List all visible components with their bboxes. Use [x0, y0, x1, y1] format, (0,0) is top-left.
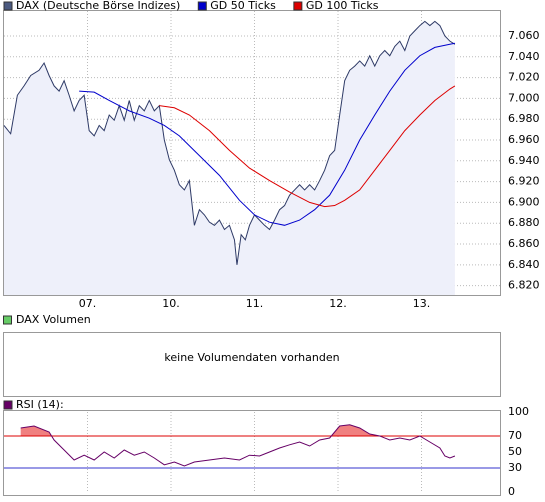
x-tick-label: 07.	[79, 297, 97, 310]
legend-label: DAX (Deutsche Börse Indizes)	[16, 0, 180, 12]
x-tick-label: 13.	[413, 297, 431, 310]
series-line	[20, 424, 456, 467]
legend-swatch	[293, 1, 303, 11]
volume-label: DAX Volumen	[16, 313, 91, 326]
y-tick-label: 6.880	[508, 216, 540, 229]
y-tick-label: 6.860	[508, 237, 540, 250]
series-line	[3, 20, 456, 265]
volume-message: keine Volumendaten vorhanden	[164, 351, 339, 364]
y-tick-label: 6.820	[508, 279, 540, 292]
legend-label: GD 50 Ticks	[210, 0, 276, 12]
y-tick-label: 7.060	[508, 29, 540, 42]
y-tick-label: 6.980	[508, 112, 540, 125]
x-tick-label: 10.	[162, 297, 180, 310]
legend-label: RSI (14):	[16, 398, 64, 411]
x-tick-label: 12.	[329, 297, 347, 310]
y-tick-label: 6.940	[508, 154, 540, 167]
area	[4, 21, 455, 296]
y-tick-label: 6.960	[508, 133, 540, 146]
legend-swatch	[197, 1, 207, 11]
legend-swatch	[3, 400, 13, 410]
x-tick-label: 11.	[246, 297, 264, 310]
y-tick-label: 6.920	[508, 175, 540, 188]
y-tick-label: 7.000	[508, 91, 540, 104]
volume-frame	[3, 332, 501, 397]
band-fill	[20, 424, 455, 436]
y-tick-label: 100	[508, 405, 529, 418]
y-tick-label: 7.020	[508, 71, 540, 84]
y-tick-label: 50	[508, 445, 522, 458]
y-tick-label: 7.040	[508, 50, 540, 63]
y-tick-label: 6.840	[508, 258, 540, 271]
y-tick-label: 30	[508, 461, 522, 474]
series-line	[79, 42, 456, 226]
y-tick-label: 70	[508, 429, 522, 442]
y-tick-label: 6.900	[508, 195, 540, 208]
rsi-frame	[3, 410, 501, 496]
legend-swatch	[3, 315, 12, 325]
series-line	[159, 85, 456, 208]
legend-swatch	[3, 1, 13, 11]
main-frame	[3, 10, 501, 296]
y-tick-label: 0	[508, 485, 515, 498]
legend-label: GD 100 Ticks	[306, 0, 379, 12]
